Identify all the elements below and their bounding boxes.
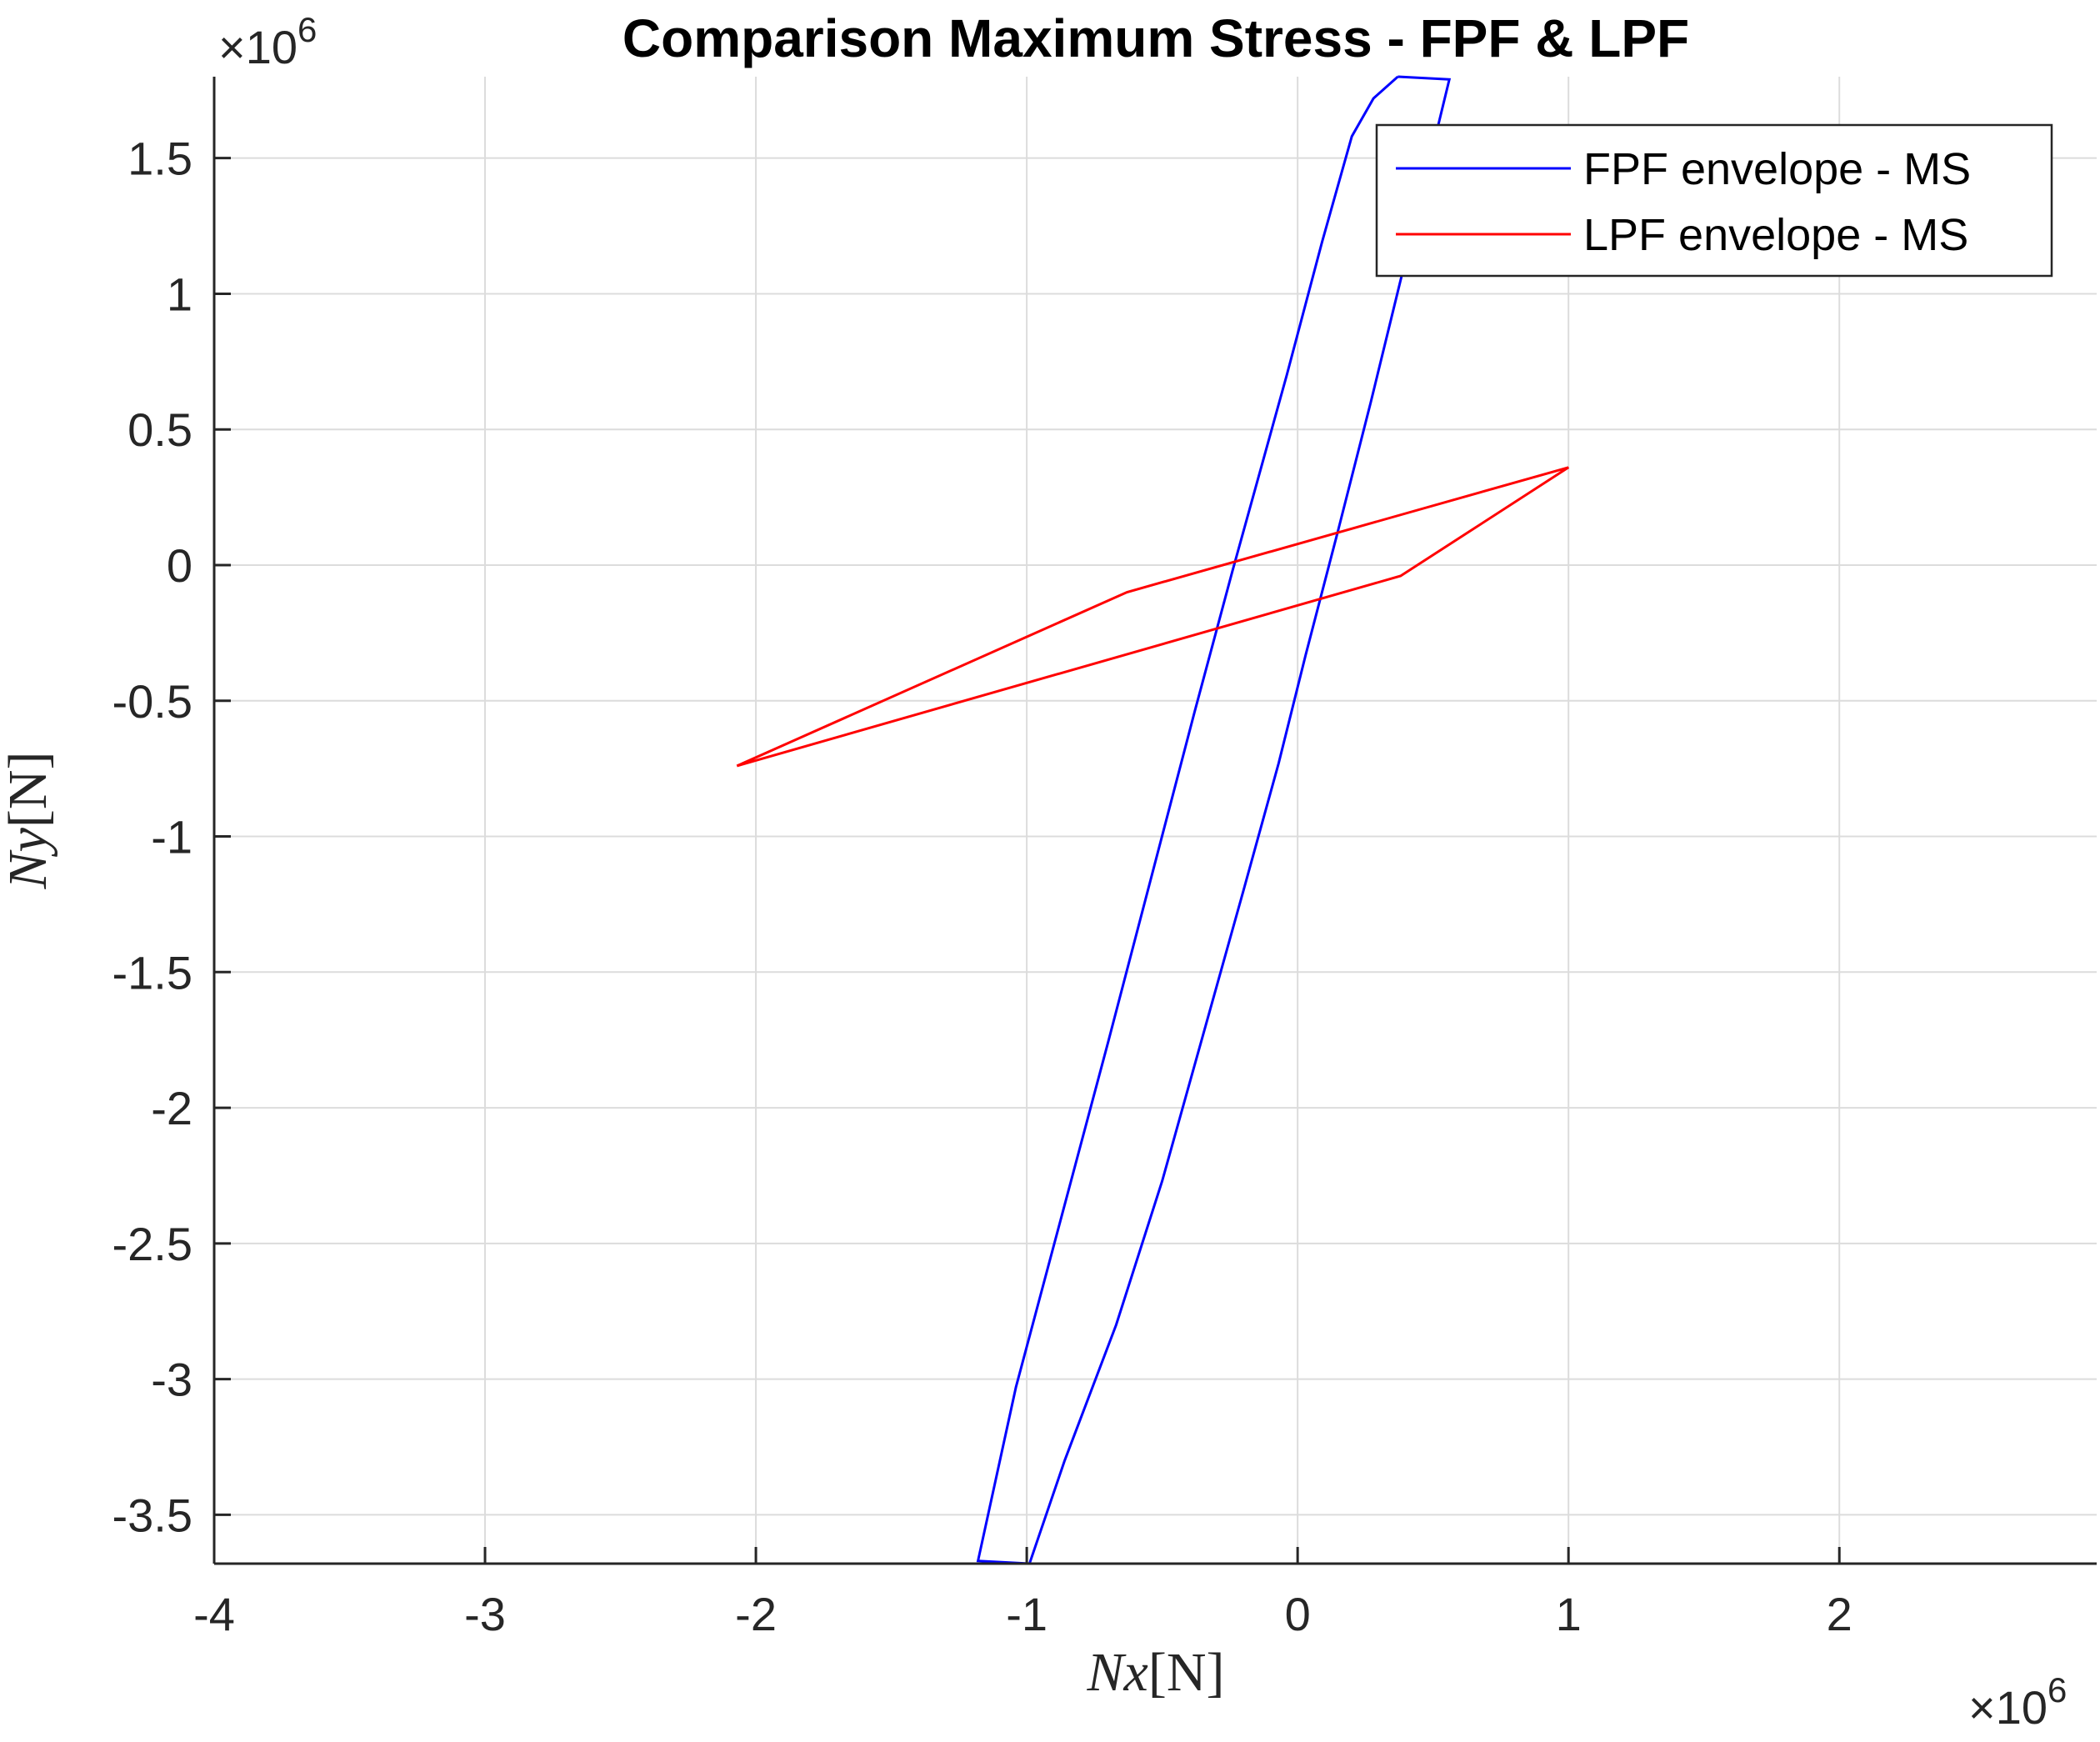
series-line-lpf xyxy=(736,466,1570,768)
y-tick-label: -2.5 xyxy=(112,1218,193,1270)
y-tick-label: 1.5 xyxy=(128,133,192,185)
x-tick-label: 2 xyxy=(1827,1588,1852,1640)
chart-title: Comparison Maximum Stress - FPF & LPF xyxy=(622,8,1689,68)
axes xyxy=(212,77,2097,1565)
y-axis-label-unit: [N] xyxy=(0,752,58,828)
ticks: -4 -3 -2 -1 0 1 2 -3.5 -3 -2.5 -2 -1.5 -1 -0.5 0 0.5 1 1.… xyxy=(112,133,1852,1640)
x-tick-label: 1 xyxy=(1556,1588,1582,1640)
series-layer xyxy=(736,75,1570,1565)
plot-area xyxy=(214,77,2097,1564)
y-tick-label: -2 xyxy=(151,1082,192,1134)
legend-label-fpf: FPF envelope - MS xyxy=(1583,144,1971,194)
y-exponent-prefix: ×10 xyxy=(218,21,298,73)
y-axis-label: Ny[N] xyxy=(0,752,58,890)
x-axis-label-unit: [N] xyxy=(1148,1642,1225,1703)
x-axis-label-symbol: Nx xyxy=(1087,1642,1148,1703)
x-tick-label: -2 xyxy=(735,1588,777,1640)
x-tick-label: -3 xyxy=(464,1588,506,1640)
series-line-fpf xyxy=(976,75,1452,1565)
y-axis-label-symbol: Ny xyxy=(0,827,58,889)
legend-box xyxy=(1375,123,2053,278)
y-tick-label: -0.5 xyxy=(112,675,193,728)
y-tick-label: 0.5 xyxy=(128,403,192,456)
x-exponent-prefix: ×10 xyxy=(1968,1681,2048,1734)
x-tick-label: -1 xyxy=(1006,1588,1048,1640)
y-tick-label: -1.5 xyxy=(112,946,193,999)
y-exponent-label: ×106 xyxy=(218,10,317,73)
legend: FPF envelope - MS LPF envelope - MS xyxy=(1375,123,2053,278)
grid xyxy=(213,77,2097,1564)
x-tick-label: -4 xyxy=(193,1588,235,1640)
y-tick-label: -3.5 xyxy=(112,1489,193,1541)
legend-label-lpf: LPF envelope - MS xyxy=(1583,210,1968,260)
y-tick-label: -3 xyxy=(151,1354,192,1406)
y-tick-label: -1 xyxy=(151,811,192,863)
y-tick-label: 0 xyxy=(167,539,192,592)
x-exponent-power: 6 xyxy=(2048,1670,2067,1709)
y-exponent-power: 6 xyxy=(298,10,317,49)
x-axis-label: Nx[N] xyxy=(1087,1642,1225,1703)
x-tick-label: 0 xyxy=(1285,1588,1311,1640)
x-exponent-label: ×106 xyxy=(1968,1670,2067,1734)
y-tick-label: 1 xyxy=(167,268,192,320)
